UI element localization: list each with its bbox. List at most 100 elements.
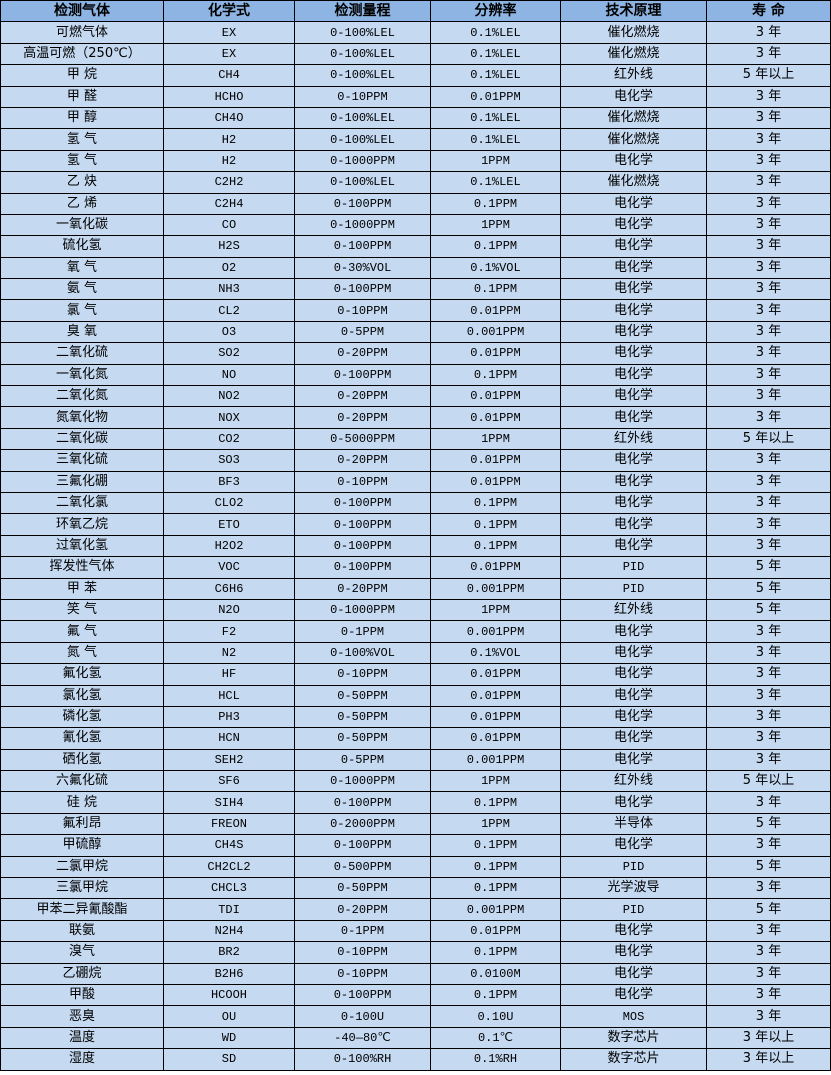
cell-resolution: 0.1PPM [430,278,561,301]
cell-gas: 乙 烯 [0,192,164,215]
cell-range: 0-10PPM [294,663,431,686]
cell-resolution: 1PPM [430,427,561,451]
cell-principle: 电化学 [560,149,707,173]
table-row: 氟化氢 HF 0-10PPM 0.01PPM 电化学 3 年 [0,663,831,686]
cell-lifetime: 3 年 [706,256,831,280]
header-resolution: 分辨率 [430,0,561,23]
cell-resolution: 0.1%LEL [430,21,561,44]
cell-formula: CH4S [163,834,295,857]
cell-formula: SO2 [163,342,295,365]
table-row: 氢 气 H2 0-100%LEL 0.1%LEL 催化燃烧 3 年 [0,128,831,151]
cell-principle: 催化燃烧 [560,42,707,66]
cell-principle: 电化学 [560,256,707,280]
cell-formula: VOC [163,556,295,579]
cell-lifetime: 3 年 [706,748,831,772]
table-row: 氨 气 NH3 0-100PPM 0.1PPM 电化学 3 年 [0,278,831,301]
cell-formula: O3 [163,320,295,344]
cell-principle: 电化学 [560,663,707,686]
cell-lifetime: 3 年 [706,705,831,729]
cell-lifetime: 5 年 [706,556,831,579]
cell-range: 0-50PPM [294,877,431,900]
table-row: 溴气 BR2 0-10PPM 0.1PPM 电化学 3 年 [0,941,831,964]
cell-gas: 磷化氢 [0,705,164,729]
cell-formula: N2O [163,598,295,622]
cell-resolution: 1PPM [430,213,561,237]
cell-resolution: 0.1PPM [430,941,561,964]
cell-principle: 红外线 [560,64,707,87]
cell-gas: 可燃气体 [0,21,164,44]
cell-resolution: 0.1%LEL [430,171,561,194]
table-row: 甲 醇 CH4O 0-100%LEL 0.1%LEL 催化燃烧 3 年 [0,106,831,130]
cell-lifetime: 3 年 [706,406,831,429]
cell-lifetime: 3 年 [706,85,831,108]
table-row: 甲苯二异氰酸酯 TDI 0-20PPM 0.001PPM PID 5 年 [0,898,831,921]
table-row: 三氯甲烷 CHCL3 0-50PPM 0.1PPM 光学波导 3 年 [0,877,831,900]
cell-principle: 电化学 [560,235,707,258]
cell-lifetime: 3 年 [706,171,831,194]
cell-gas: 甲 苯 [0,577,164,600]
cell-gas: 氰化氢 [0,727,164,750]
cell-formula: CL2 [163,299,295,322]
cell-principle: 电化学 [560,213,707,237]
cell-gas: 过氧化氢 [0,534,164,558]
cell-principle: 催化燃烧 [560,106,707,130]
cell-resolution: 0.01PPM [430,406,561,429]
cell-gas: 氧 气 [0,256,164,280]
cell-lifetime: 3 年 [706,213,831,237]
table-row: 三氟化硼 BF3 0-10PPM 0.01PPM 电化学 3 年 [0,470,831,493]
cell-formula: CH4 [163,64,295,87]
table-row: 乙 烯 C2H4 0-100PPM 0.1PPM 电化学 3 年 [0,192,831,215]
cell-lifetime: 3 年 [706,363,831,387]
cell-range: 0-5PPM [294,320,431,344]
table-row: 磷化氢 PH3 0-50PPM 0.01PPM 电化学 3 年 [0,705,831,729]
cell-gas: 氯化氢 [0,684,164,707]
cell-resolution: 0.1%VOL [430,256,561,280]
cell-formula: HCL [163,684,295,707]
cell-principle: 电化学 [560,491,707,515]
table-row: 过氧化氢 H2O2 0-100PPM 0.1PPM 电化学 3 年 [0,534,831,558]
cell-lifetime: 3 年 [706,684,831,707]
cell-principle: PID [560,577,707,600]
cell-range: 0-100PPM [294,192,431,215]
cell-lifetime: 3 年 [706,620,831,643]
cell-range: 0-100PPM [294,491,431,515]
table-row: 氧 气 O2 0-30%VOL 0.1%VOL 电化学 3 年 [0,256,831,280]
cell-gas: 一氧化碳 [0,213,164,237]
cell-lifetime: 5 年 [706,898,831,921]
cell-lifetime: 3 年 [706,1005,831,1028]
cell-gas: 氮氧化物 [0,406,164,429]
cell-lifetime: 3 年以上 [706,1026,831,1050]
cell-formula: SIH4 [163,791,295,814]
table-row: 甲硫醇 CH4S 0-100PPM 0.1PPM 电化学 3 年 [0,834,831,857]
cell-formula: HF [163,663,295,686]
table-row: 氟 气 F2 0-1PPM 0.001PPM 电化学 3 年 [0,620,831,643]
cell-formula: BF3 [163,470,295,493]
cell-resolution: 0.01PPM [430,556,561,579]
cell-resolution: 0.1PPM [430,513,561,536]
table-row: 恶臭 OU 0-100U 0.10U MOS 3 年 [0,1005,831,1028]
cell-principle: 电化学 [560,513,707,536]
cell-range: 0-100PPM [294,513,431,536]
cell-gas: 氯 气 [0,299,164,322]
cell-range: 0-10PPM [294,299,431,322]
cell-resolution: 0.001PPM [430,320,561,344]
cell-lifetime: 3 年 [706,513,831,536]
cell-range: 0-100PPM [294,278,431,301]
cell-gas: 二氧化氯 [0,491,164,515]
cell-gas: 甲酸 [0,983,164,1007]
cell-principle: 催化燃烧 [560,21,707,44]
cell-resolution: 0.1%LEL [430,106,561,130]
cell-range: 0-10PPM [294,85,431,108]
cell-principle: 电化学 [560,983,707,1007]
cell-formula: CO [163,213,295,237]
table-row: 乙 炔 C2H2 0-100%LEL 0.1%LEL 催化燃烧 3 年 [0,171,831,194]
cell-lifetime: 3 年 [706,128,831,151]
cell-formula: NOX [163,406,295,429]
cell-gas: 高温可燃（250℃） [0,42,164,66]
table-row: 温度 WD -40—80℃ 0.1℃ 数字芯片 3 年以上 [0,1026,831,1050]
cell-range: 0-100%RH [294,1048,431,1071]
cell-formula: C6H6 [163,577,295,600]
cell-range: 0-5000PPM [294,427,431,451]
cell-gas: 湿度 [0,1048,164,1071]
cell-lifetime: 3 年 [706,278,831,301]
